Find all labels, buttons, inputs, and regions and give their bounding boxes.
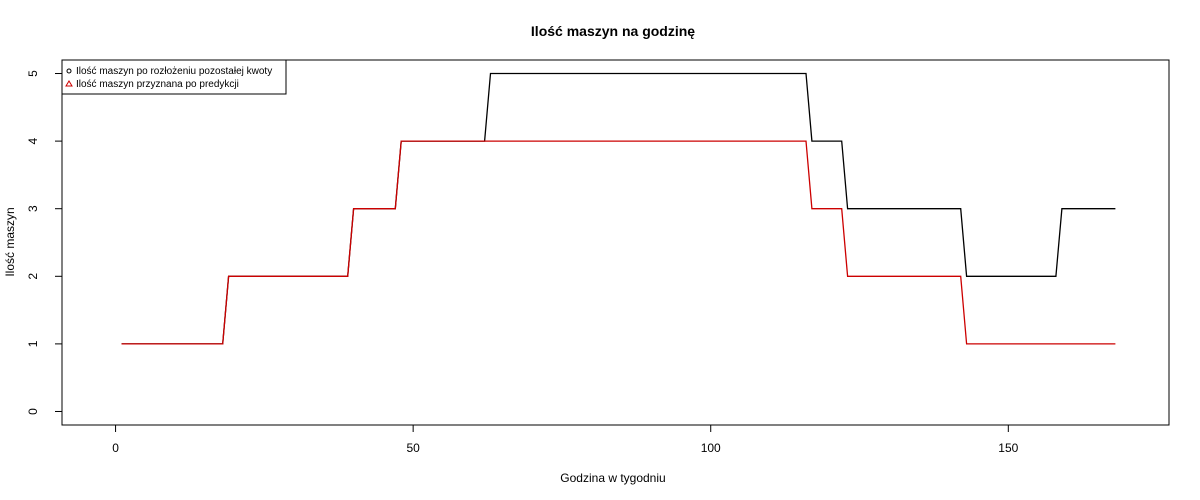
y-tick-label: 0 xyxy=(26,408,40,415)
series-line-1 xyxy=(121,72,1116,345)
y-tick-label: 5 xyxy=(26,70,40,77)
y-tick-label: 4 xyxy=(26,137,40,144)
x-tick-label: 150 xyxy=(998,441,1018,455)
y-axis-label: Ilość maszyn xyxy=(3,207,17,276)
legend-box xyxy=(61,59,287,95)
x-axis: 0 50 100 150 xyxy=(112,425,1019,455)
y-tick-label: 2 xyxy=(26,273,40,280)
x-axis-label: Godzina w tygodniu xyxy=(560,471,665,485)
legend: Ilość maszyn po rozłożeniu pozostałej kw… xyxy=(61,59,287,95)
series-layer xyxy=(121,72,1116,345)
legend-triangle-marker xyxy=(65,80,73,87)
x-tick-label: 50 xyxy=(406,441,420,455)
legend-label-series-1: Ilość maszyn po rozłożeniu pozostałej kw… xyxy=(76,66,272,77)
y-tick-label: 3 xyxy=(26,205,40,212)
legend-label-series-2: Ilość maszyn przyznana po predykcji xyxy=(76,79,239,90)
chart-title: Ilość maszyn na godzinę xyxy=(531,23,695,39)
y-tick-label: 1 xyxy=(26,340,40,347)
legend-circle-marker xyxy=(66,68,72,74)
x-tick-label: 100 xyxy=(701,441,721,455)
x-tick-label: 0 xyxy=(112,441,119,455)
plot-frame xyxy=(61,59,1170,426)
series-line-2 xyxy=(121,140,1116,345)
y-axis: 0 1 2 3 4 5 xyxy=(26,70,62,415)
